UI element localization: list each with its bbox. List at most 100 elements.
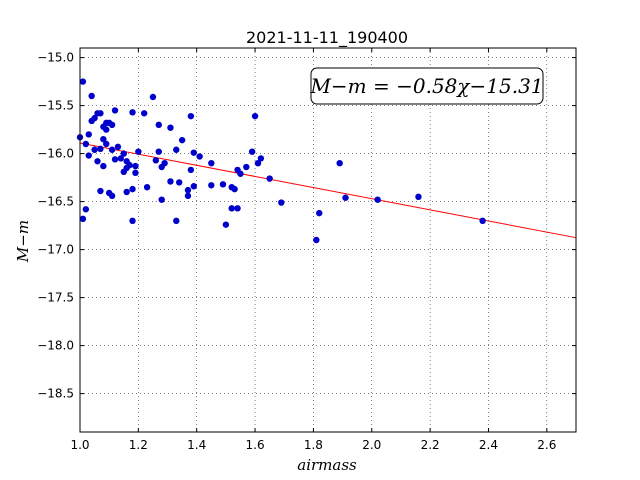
data-point: [228, 205, 235, 212]
data-point: [111, 156, 119, 163]
x-axis-label: airmass: [297, 456, 357, 474]
data-point: [108, 146, 116, 153]
fit-annotation-text: M−m = −0.58χ−15.31: [309, 74, 543, 98]
x-tick-label: 1.0: [70, 438, 89, 452]
data-point: [149, 93, 157, 101]
data-point: [85, 152, 92, 159]
x-tick-label: 1.2: [129, 438, 148, 452]
data-point: [266, 175, 273, 182]
data-point: [219, 181, 227, 188]
data-point: [97, 110, 104, 117]
data-point: [132, 169, 139, 176]
data-point: [196, 153, 203, 160]
data-point: [479, 217, 486, 224]
x-tick-label: 2.6: [537, 438, 556, 452]
y-tick-label: −18.5: [37, 387, 74, 401]
data-point: [187, 112, 195, 120]
data-point: [234, 205, 241, 212]
data-point: [152, 157, 160, 164]
data-point: [108, 121, 116, 128]
data-point: [178, 136, 186, 144]
data-point: [82, 206, 90, 213]
data-point: [231, 185, 238, 193]
data-point: [85, 131, 92, 138]
data-point: [126, 161, 133, 169]
data-point: [123, 188, 130, 196]
data-point: [222, 221, 230, 228]
data-point: [158, 196, 165, 203]
x-tick-label: 2.2: [421, 438, 440, 452]
data-point: [91, 114, 98, 122]
data-point: [129, 185, 136, 193]
data-point: [173, 146, 180, 153]
data-point: [143, 184, 151, 191]
y-tick-label: −16.5: [37, 195, 74, 209]
data-point: [208, 160, 215, 167]
data-point: [97, 145, 104, 152]
data-point: [100, 136, 107, 143]
data-point: [176, 179, 183, 186]
plot-frame: [79, 47, 577, 433]
fit-annotation: M−m = −0.58χ−15.31: [309, 67, 544, 105]
data-point: [94, 158, 101, 165]
data-point: [155, 148, 162, 155]
data-point: [167, 178, 174, 185]
data-point: [257, 155, 265, 162]
data-point: [129, 217, 136, 224]
points: [76, 78, 486, 244]
fit-line: [79, 142, 577, 239]
y-tick-label: −16.0: [37, 147, 74, 161]
y-tick-label: −17.0: [37, 243, 74, 257]
data-point: [103, 126, 110, 133]
data-point: [415, 193, 422, 200]
data-point: [237, 170, 244, 177]
data-point: [190, 183, 197, 190]
x-tick-label: 2.4: [479, 438, 498, 452]
data-point: [184, 192, 192, 200]
data-point: [120, 150, 127, 157]
data-point: [132, 162, 139, 170]
y-tick-label: −18.0: [37, 339, 74, 353]
data-point: [111, 107, 119, 114]
data-point: [173, 217, 180, 224]
data-point: [278, 199, 285, 206]
data-point: [135, 148, 142, 155]
data-point: [342, 194, 349, 201]
data-point: [117, 155, 125, 162]
data-point: [88, 92, 95, 100]
data-point: [140, 110, 148, 117]
data-point: [155, 121, 162, 128]
data-point: [79, 78, 87, 85]
data-point: [374, 196, 381, 203]
y-tick-label: −15.5: [37, 99, 74, 113]
data-point: [108, 192, 116, 200]
data-point: [248, 148, 256, 155]
data-point: [129, 109, 136, 116]
data-point: [82, 140, 90, 148]
data-point: [184, 186, 192, 194]
chart-title: 2021-11-11_190400: [246, 28, 408, 48]
y-tick-label: −15.0: [37, 51, 74, 65]
x-tick-label: 1.4: [187, 438, 206, 452]
x-tick-label: 2.0: [362, 438, 381, 452]
data-point: [103, 140, 110, 148]
data-point: [161, 160, 168, 167]
data-point: [208, 182, 215, 189]
data-point: [316, 209, 323, 217]
data-point: [187, 166, 195, 174]
data-point: [190, 149, 197, 156]
grid: [79, 48, 576, 432]
y-tick-label: −17.5: [37, 291, 74, 305]
data-point: [100, 162, 107, 170]
data-point: [336, 160, 343, 167]
data-point: [167, 124, 174, 131]
y-ticks: −15.0 −15.5 −16.0 −16.5 −17.0 −17.5 −18.0 −18.5: [37, 51, 576, 401]
data-point: [254, 160, 262, 167]
y-axis-label: M−m: [14, 220, 32, 263]
fit-line-group: [79, 142, 577, 239]
data-point: [91, 146, 98, 153]
data-point: [114, 143, 122, 151]
data-point: [79, 215, 87, 223]
x-tick-label: 1.8: [304, 438, 323, 452]
